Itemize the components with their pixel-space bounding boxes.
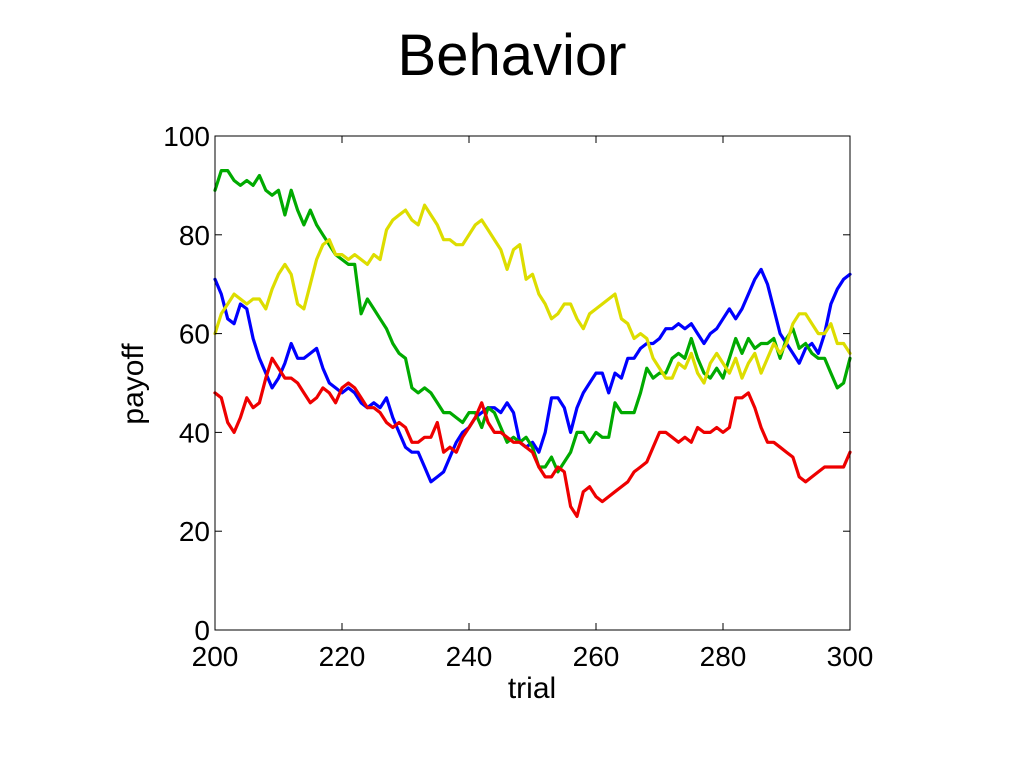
series-line-2 xyxy=(213,169,852,474)
x-tick-label: 220 xyxy=(319,641,366,672)
y-tick-label: 40 xyxy=(179,417,210,448)
y-tick-label: 60 xyxy=(179,319,210,350)
y-tick-label: 80 xyxy=(179,220,210,251)
series-line-3 xyxy=(213,203,852,385)
ticks-layer: 200 220 240 260 280 300 0 20 40 60 80 100 xyxy=(163,121,873,672)
x-tick-label: 260 xyxy=(573,641,620,672)
x-tick-label: 240 xyxy=(446,641,493,672)
x-tick-label: 200 xyxy=(192,641,239,672)
x-axis-label: trial xyxy=(508,672,556,705)
y-tick-label: 100 xyxy=(163,121,210,152)
plot-area xyxy=(215,136,850,630)
x-tick-label: 300 xyxy=(827,641,874,672)
axes-layer xyxy=(214,135,851,631)
series-line-4 xyxy=(213,356,852,519)
plot-frame xyxy=(214,135,851,631)
y-tick-label: 20 xyxy=(179,516,210,547)
y-axis-label: payoff xyxy=(117,343,150,425)
series-line-1 xyxy=(213,267,852,484)
y-tick-label: 0 xyxy=(194,615,210,646)
x-tick-label: 280 xyxy=(700,641,747,672)
series-layer xyxy=(213,169,852,519)
slide-title: Behavior xyxy=(397,23,627,88)
